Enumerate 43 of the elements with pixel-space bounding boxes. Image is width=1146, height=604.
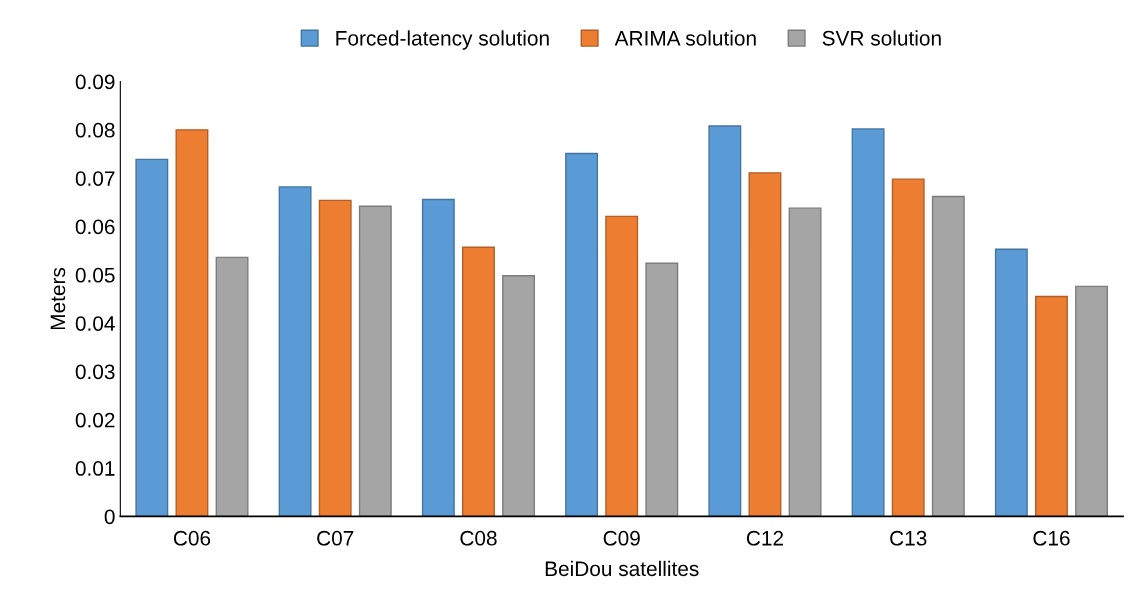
bar [462, 246, 495, 517]
bar [748, 172, 782, 517]
bar [1035, 295, 1068, 517]
y-tick-label: 0 [104, 509, 115, 525]
y-tick-label: 0.06 [75, 219, 115, 235]
legend-label: Forced-latency solution [336, 30, 549, 50]
bar [994, 248, 1028, 517]
y-tick-label: 0.04 [75, 316, 115, 331]
bar [278, 186, 312, 517]
x-axis-title: BeiDou satellites [545, 560, 699, 577]
bar [421, 198, 455, 517]
bar [318, 199, 352, 517]
bar [605, 215, 639, 517]
bar [891, 178, 925, 517]
y-axis-title: Meters [50, 267, 66, 330]
bar [851, 128, 885, 517]
legend-label: SVR solution [822, 30, 941, 46]
x-tick-label: C08 [460, 530, 497, 546]
y-tick-label: 0.02 [75, 412, 115, 428]
x-tick-label: C13 [890, 530, 927, 546]
bar [358, 205, 392, 517]
x-tick-label: C12 [746, 530, 784, 546]
bar [502, 275, 536, 517]
bar [175, 129, 209, 517]
bar [645, 262, 679, 517]
x-tick-label: C16 [1033, 530, 1070, 546]
x-tick-label: C09 [603, 530, 640, 546]
x-tick-label: C07 [317, 530, 354, 546]
y-tick-label: 0.09 [75, 74, 115, 90]
bar [135, 158, 169, 517]
y-tick-label: 0.03 [75, 364, 115, 380]
y-tick-label: 0.01 [75, 461, 115, 476]
y-tick-label: 0.07 [75, 171, 115, 186]
x-tick-label: C06 [173, 530, 211, 546]
bar [565, 152, 599, 517]
y-tick-label: 0.05 [75, 267, 115, 283]
y-tick-label: 0.08 [75, 122, 115, 138]
bar [931, 195, 965, 517]
bar [215, 256, 249, 517]
bar [1075, 285, 1109, 517]
bar [788, 207, 822, 517]
legend-label: ARIMA solution [614, 30, 756, 46]
bar [708, 125, 742, 517]
